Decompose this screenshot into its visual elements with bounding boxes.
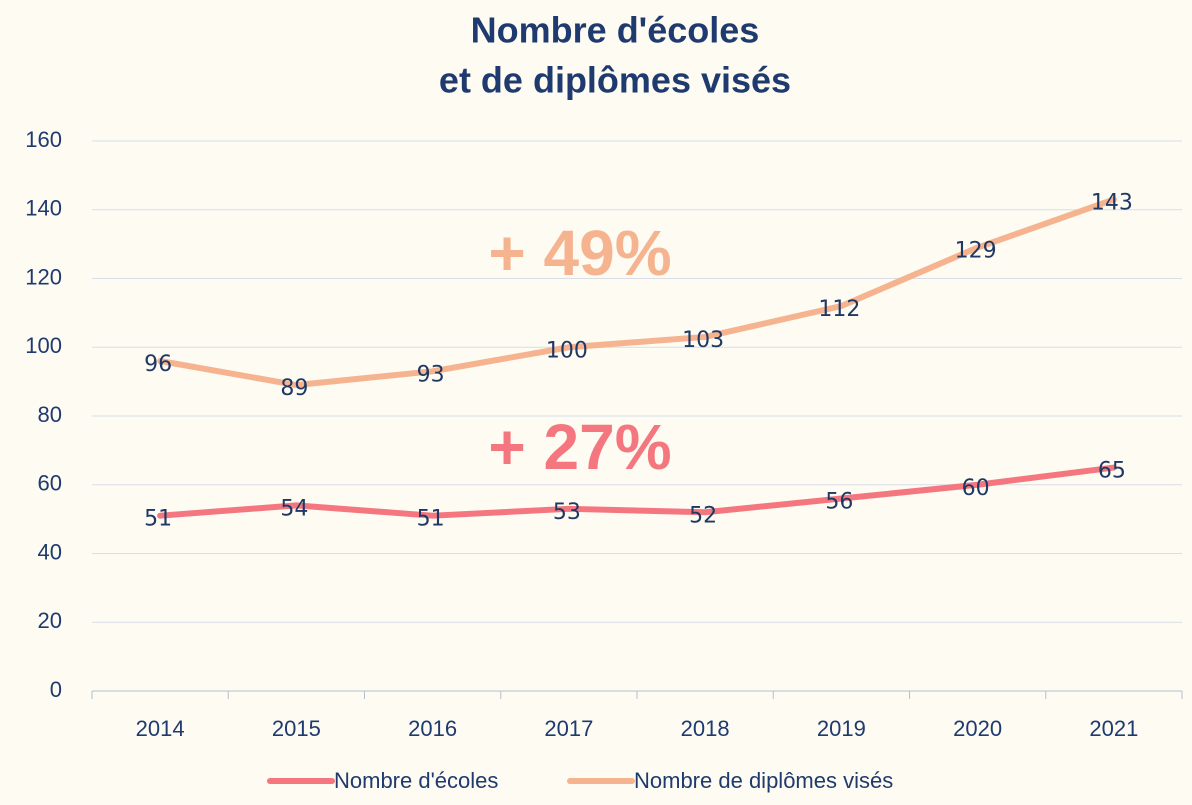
x-tick-label: 2021 [1089, 716, 1138, 741]
data-label: 60 [962, 476, 990, 501]
x-tick-label: 2015 [272, 716, 321, 741]
y-tick-label: 60 [38, 471, 62, 496]
data-label: 89 [280, 376, 308, 401]
y-tick-label: 160 [25, 127, 62, 152]
data-label: 53 [553, 500, 581, 525]
x-tick-label: 2019 [817, 716, 866, 741]
x-tick-label: 2016 [408, 716, 457, 741]
y-tick-label: 80 [38, 402, 62, 427]
data-label: 96 [144, 352, 172, 377]
legend-label: Nombre de diplômes visés [634, 768, 893, 793]
x-tick-label: 2020 [953, 716, 1002, 741]
data-label: 54 [280, 496, 308, 521]
annotation: + 49% [488, 217, 671, 289]
data-label: 129 [955, 239, 997, 264]
y-tick-label: 120 [25, 264, 62, 289]
data-label: 56 [825, 490, 853, 515]
data-label: 65 [1098, 459, 1126, 484]
data-label: 103 [682, 328, 724, 353]
chart-title: Nombre d'écoles [471, 10, 760, 51]
y-tick-label: 140 [25, 196, 62, 221]
line [157, 464, 1117, 519]
data-label: 51 [144, 507, 172, 532]
chart-title: et de diplômes visés [439, 60, 791, 101]
x-tick-label: 2014 [136, 716, 185, 741]
annotation: + 27% [488, 411, 671, 483]
data-label: 143 [1091, 190, 1133, 215]
x-tick-label: 2018 [681, 716, 730, 741]
data-label: 93 [417, 362, 445, 387]
data-label: 100 [546, 338, 588, 363]
data-label: 52 [689, 503, 717, 528]
y-tick-label: 40 [38, 539, 62, 564]
data-label: 112 [818, 297, 860, 322]
y-tick-label: 100 [25, 333, 62, 358]
y-tick-label: 0 [50, 677, 62, 702]
y-tick-label: 20 [38, 608, 62, 633]
legend-label: Nombre d'écoles [334, 768, 498, 793]
line [157, 196, 1117, 389]
data-label: 51 [417, 507, 445, 532]
x-tick-label: 2017 [544, 716, 593, 741]
